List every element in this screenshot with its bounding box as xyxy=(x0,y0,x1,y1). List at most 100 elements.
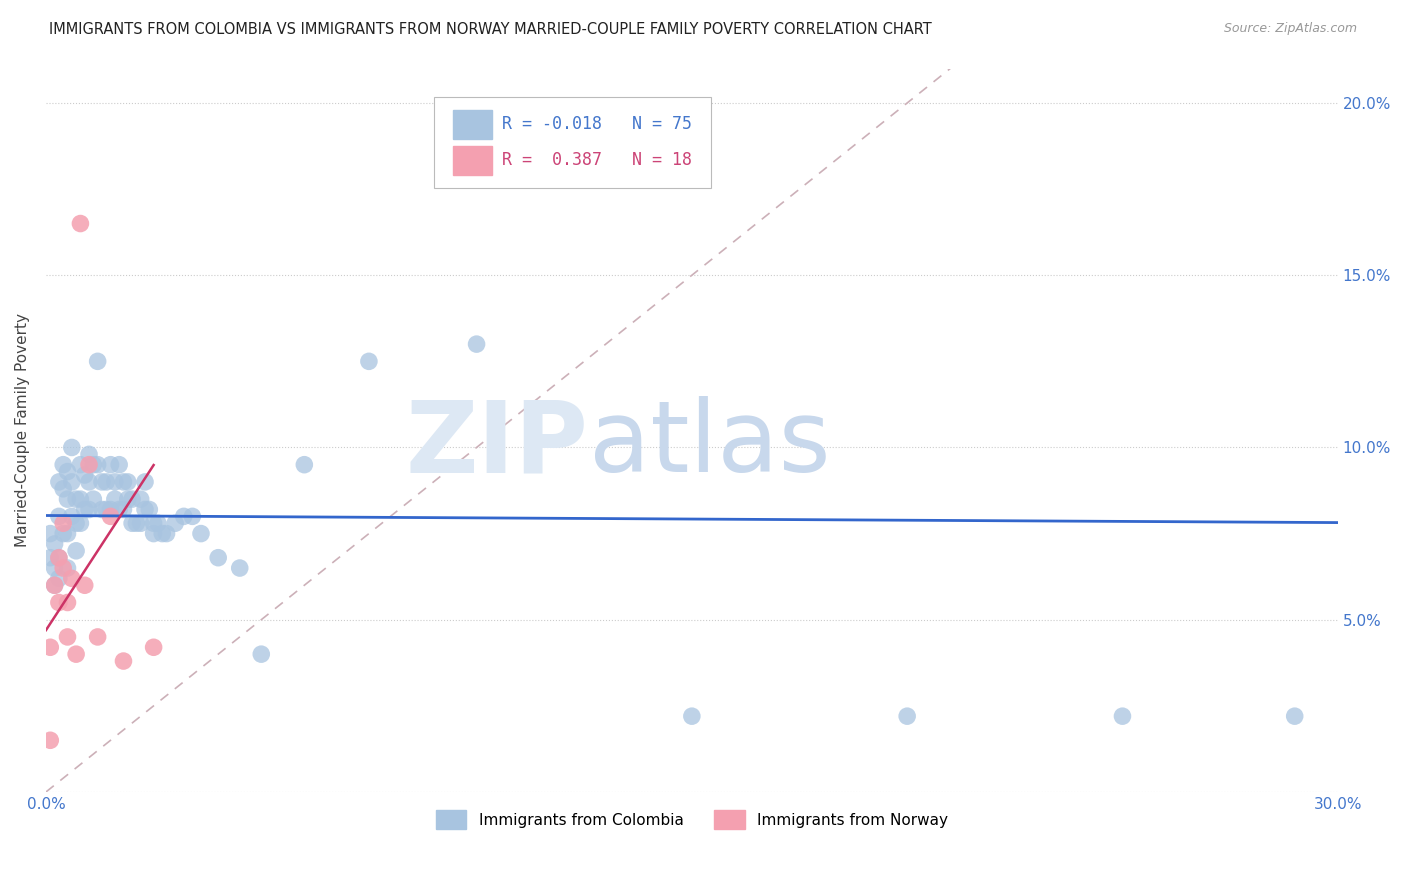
Text: R = -0.018   N = 75: R = -0.018 N = 75 xyxy=(502,115,692,133)
Point xyxy=(229,561,252,575)
Point xyxy=(1111,709,1133,723)
Point xyxy=(65,492,87,507)
Point xyxy=(60,509,83,524)
Point xyxy=(207,550,229,565)
Text: ZIP: ZIP xyxy=(406,396,589,493)
Point xyxy=(39,526,62,541)
Point xyxy=(52,561,75,575)
Point xyxy=(48,571,70,585)
Point xyxy=(96,502,118,516)
Point xyxy=(173,509,195,524)
Y-axis label: Married-Couple Family Poverty: Married-Couple Family Poverty xyxy=(15,313,30,547)
Point xyxy=(129,492,152,507)
Point xyxy=(52,458,75,472)
Point xyxy=(104,475,127,489)
Point xyxy=(134,475,156,489)
Point xyxy=(44,561,66,575)
Point xyxy=(250,647,273,661)
Point xyxy=(121,516,143,531)
Point xyxy=(134,502,156,516)
Point xyxy=(465,337,488,351)
Point xyxy=(86,354,108,368)
Point xyxy=(39,550,62,565)
Point xyxy=(69,458,91,472)
Point xyxy=(65,516,87,531)
Point xyxy=(142,640,165,655)
Text: Source: ZipAtlas.com: Source: ZipAtlas.com xyxy=(1223,22,1357,36)
Point xyxy=(100,458,122,472)
Bar xyxy=(453,110,492,138)
Point xyxy=(60,475,83,489)
Point xyxy=(100,502,122,516)
Point xyxy=(69,492,91,507)
Point xyxy=(129,516,152,531)
Point xyxy=(48,550,70,565)
Point xyxy=(48,475,70,489)
Point xyxy=(357,354,380,368)
Point xyxy=(73,578,96,592)
Point xyxy=(117,475,139,489)
Bar xyxy=(453,146,492,175)
Point xyxy=(117,492,139,507)
Point xyxy=(56,630,79,644)
Legend: Immigrants from Colombia, Immigrants from Norway: Immigrants from Colombia, Immigrants fro… xyxy=(430,804,955,835)
Text: atlas: atlas xyxy=(589,396,830,493)
Point xyxy=(69,217,91,231)
Point xyxy=(73,468,96,483)
Point xyxy=(896,709,918,723)
Point xyxy=(86,630,108,644)
Point xyxy=(108,458,131,472)
FancyBboxPatch shape xyxy=(433,97,711,188)
Point xyxy=(96,475,118,489)
Point xyxy=(138,502,160,516)
Point xyxy=(60,571,83,585)
Point xyxy=(56,465,79,479)
Point xyxy=(104,492,127,507)
Point xyxy=(82,492,104,507)
Point xyxy=(112,502,135,516)
Point xyxy=(155,526,177,541)
Point xyxy=(91,502,114,516)
Point xyxy=(56,526,79,541)
Point xyxy=(112,654,135,668)
Point xyxy=(56,595,79,609)
Point xyxy=(56,561,79,575)
Point xyxy=(48,595,70,609)
Text: R =  0.387   N = 18: R = 0.387 N = 18 xyxy=(502,152,692,169)
Point xyxy=(77,502,100,516)
Point xyxy=(77,458,100,472)
Point xyxy=(190,526,212,541)
Point xyxy=(91,475,114,489)
Point xyxy=(150,526,173,541)
Point xyxy=(142,516,165,531)
Point xyxy=(142,526,165,541)
Point xyxy=(44,578,66,592)
Point xyxy=(65,544,87,558)
Point xyxy=(112,475,135,489)
Point xyxy=(86,458,108,472)
Point xyxy=(108,502,131,516)
Point xyxy=(60,441,83,455)
Point xyxy=(73,502,96,516)
Point xyxy=(52,516,75,531)
Point xyxy=(77,447,100,461)
Point xyxy=(292,458,315,472)
Point xyxy=(146,516,169,531)
Point xyxy=(65,647,87,661)
Point xyxy=(1284,709,1306,723)
Point xyxy=(44,537,66,551)
Point xyxy=(48,509,70,524)
Point xyxy=(100,509,122,524)
Point xyxy=(39,733,62,747)
Point xyxy=(77,475,100,489)
Point xyxy=(82,458,104,472)
Point xyxy=(39,640,62,655)
Point xyxy=(181,509,204,524)
Point xyxy=(52,482,75,496)
Point xyxy=(52,526,75,541)
Point xyxy=(681,709,703,723)
Text: IMMIGRANTS FROM COLOMBIA VS IMMIGRANTS FROM NORWAY MARRIED-COUPLE FAMILY POVERTY: IMMIGRANTS FROM COLOMBIA VS IMMIGRANTS F… xyxy=(49,22,932,37)
Point xyxy=(69,516,91,531)
Point xyxy=(165,516,187,531)
Point xyxy=(44,578,66,592)
